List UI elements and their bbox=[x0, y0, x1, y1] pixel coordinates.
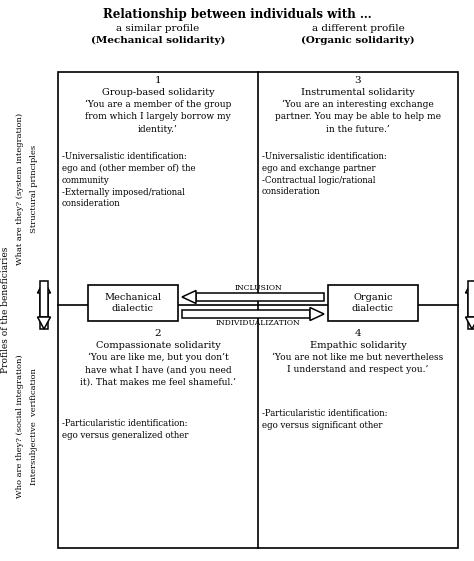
Polygon shape bbox=[465, 317, 474, 329]
Text: Organic
dialectic: Organic dialectic bbox=[352, 293, 394, 312]
Text: a different profile: a different profile bbox=[311, 24, 404, 33]
Text: (Mechanical solidarity): (Mechanical solidarity) bbox=[91, 36, 225, 45]
Bar bbox=[88, 285, 178, 321]
Text: INDIVIDUALIZATION: INDIVIDUALIZATION bbox=[216, 319, 301, 327]
Text: ‘You are an interesting exchange
partner. You may be able to help me
in the futu: ‘You are an interesting exchange partner… bbox=[275, 100, 441, 134]
Bar bbox=[58, 72, 458, 548]
Polygon shape bbox=[182, 291, 196, 304]
Text: 3: 3 bbox=[355, 76, 361, 85]
Text: Structural principles: Structural principles bbox=[30, 144, 38, 233]
Polygon shape bbox=[37, 317, 51, 329]
Text: INCLUSION: INCLUSION bbox=[234, 284, 282, 292]
Polygon shape bbox=[310, 307, 324, 320]
Text: (Organic solidarity): (Organic solidarity) bbox=[301, 36, 415, 45]
Text: Profiles of the beneficiaries: Profiles of the beneficiaries bbox=[1, 247, 10, 373]
Text: ‘You are like me, but you don’t
have what I have (and you need
it). That makes m: ‘You are like me, but you don’t have wha… bbox=[80, 353, 236, 387]
Text: Intersubjective  verification: Intersubjective verification bbox=[30, 368, 38, 485]
Bar bbox=[40, 293, 48, 329]
Bar bbox=[468, 281, 474, 317]
Text: -Universalistic identification:
ego and (other member of) the
community
-Externa: -Universalistic identification: ego and … bbox=[62, 152, 196, 208]
Polygon shape bbox=[465, 281, 474, 293]
Bar bbox=[328, 285, 418, 321]
Text: 2: 2 bbox=[155, 329, 161, 338]
Text: Empathic solidarity: Empathic solidarity bbox=[310, 341, 406, 350]
Bar bbox=[468, 293, 474, 329]
Text: ‘You are a member of the group
from which I largely borrow my
identity.’: ‘You are a member of the group from whic… bbox=[85, 100, 231, 134]
Text: -Particularistic identification:
ego versus generalized other: -Particularistic identification: ego ver… bbox=[62, 419, 189, 440]
Text: Group-based solidarity: Group-based solidarity bbox=[102, 88, 214, 97]
Text: -Universalistic identification:
ego and exchange partner
-Contractual logic/rati: -Universalistic identification: ego and … bbox=[262, 152, 387, 196]
Text: a similar profile: a similar profile bbox=[117, 24, 200, 33]
Text: 1: 1 bbox=[155, 76, 161, 85]
Text: 4: 4 bbox=[355, 329, 361, 338]
Text: Mechanical
dialectic: Mechanical dialectic bbox=[104, 293, 162, 312]
Text: Compassionate solidarity: Compassionate solidarity bbox=[96, 341, 220, 350]
Polygon shape bbox=[37, 281, 51, 293]
Text: Who are they? (social integration): Who are they? (social integration) bbox=[16, 355, 24, 498]
Bar bbox=[182, 310, 310, 318]
Bar bbox=[40, 281, 48, 317]
Text: Instrumental solidarity: Instrumental solidarity bbox=[301, 88, 415, 97]
Text: ‘You are not like me but nevertheless
I understand and respect you.’: ‘You are not like me but nevertheless I … bbox=[273, 353, 444, 374]
Text: -Particularistic identification:
ego versus significant other: -Particularistic identification: ego ver… bbox=[262, 409, 388, 430]
Text: What are they? (system integration): What are they? (system integration) bbox=[16, 112, 24, 265]
Text: Relationship between individuals with …: Relationship between individuals with … bbox=[103, 8, 371, 21]
Bar bbox=[196, 293, 324, 301]
